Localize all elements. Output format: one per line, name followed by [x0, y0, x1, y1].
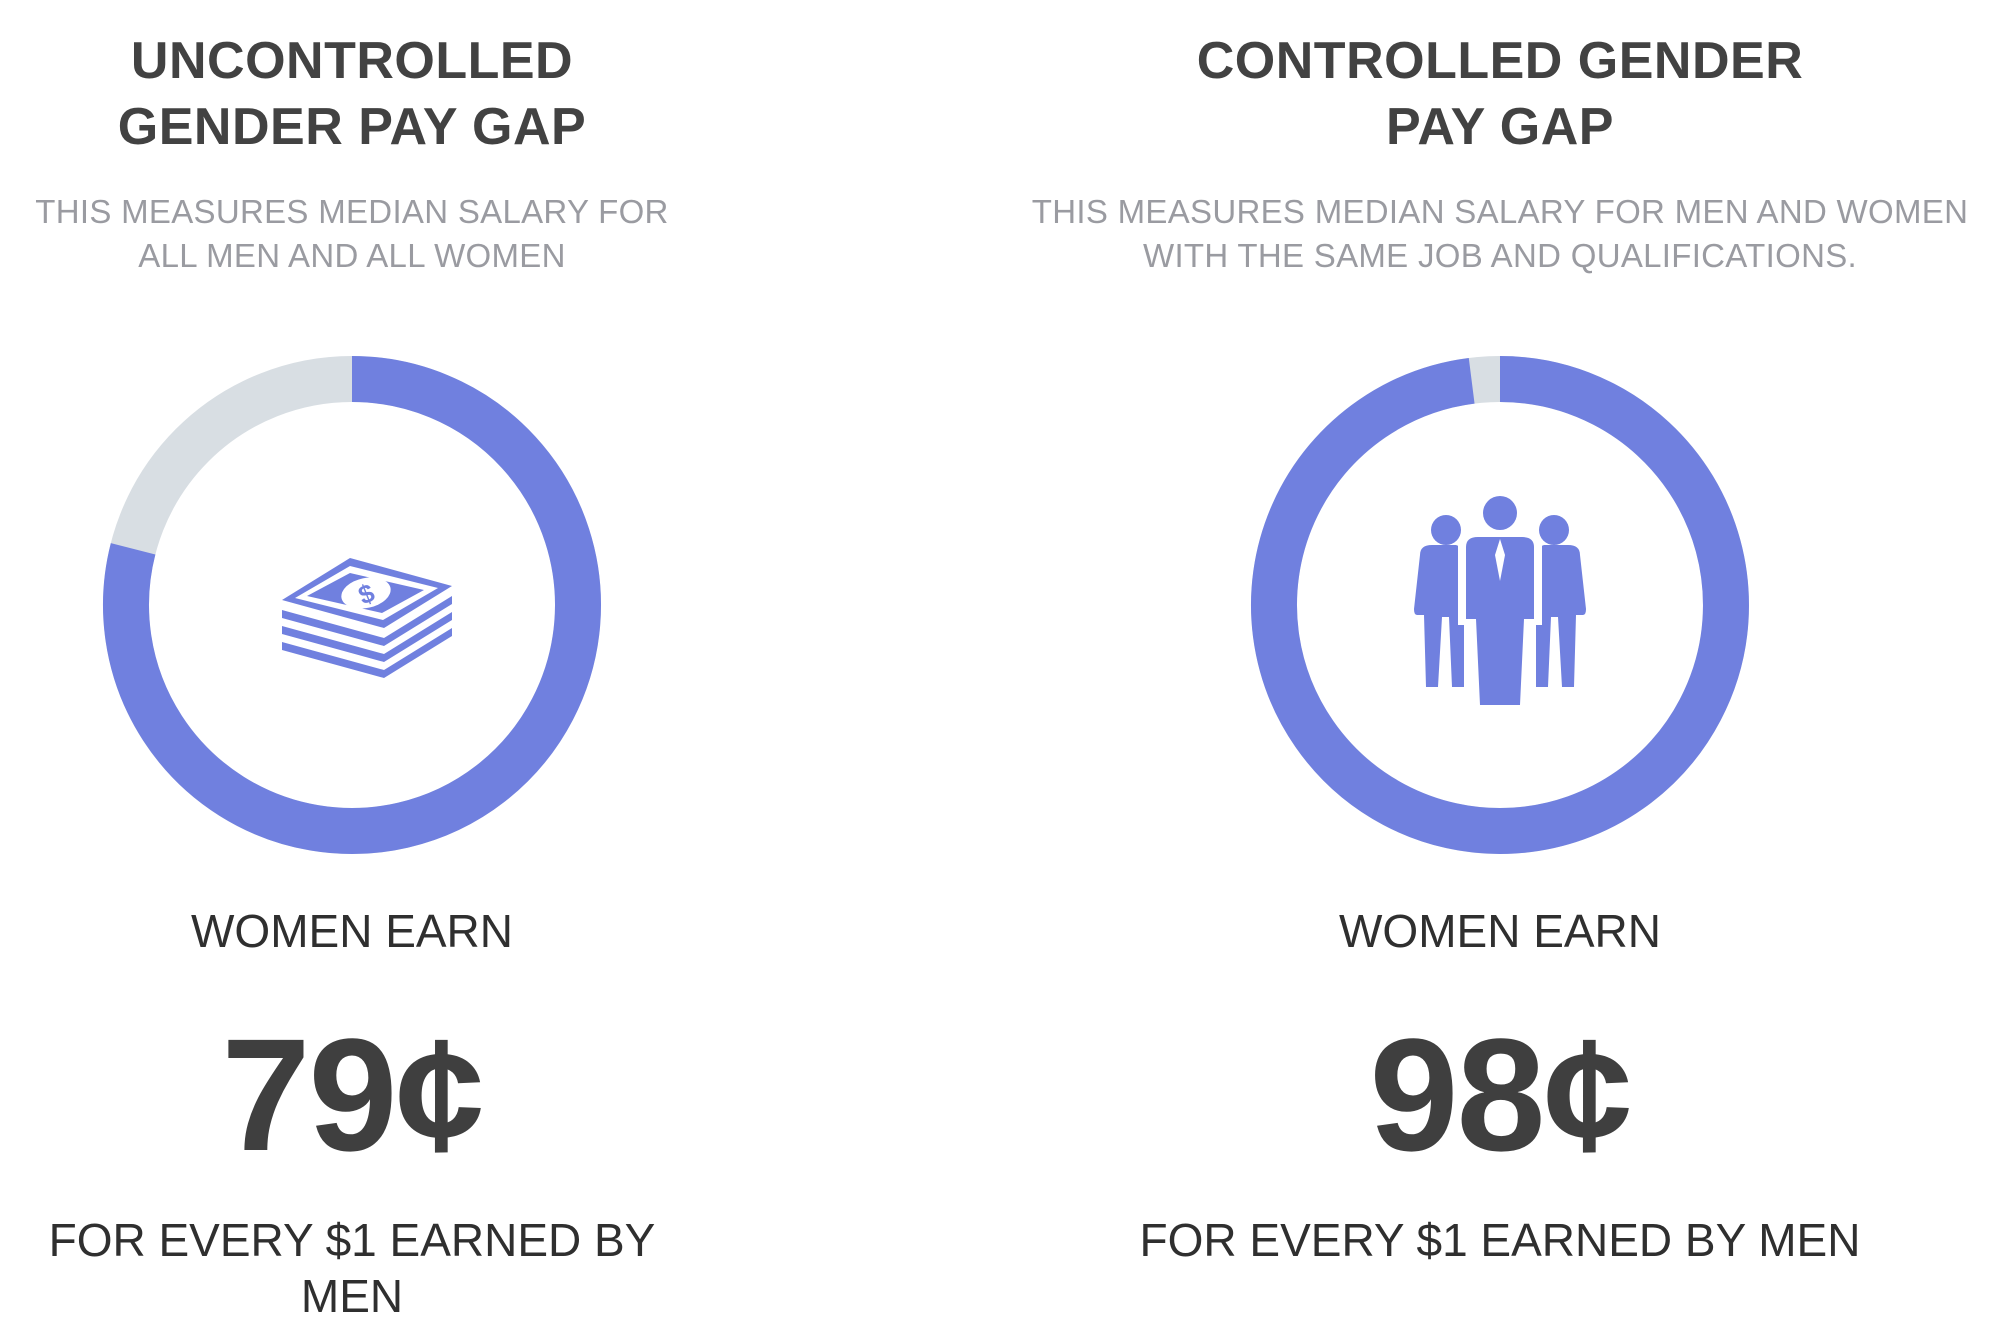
donut-value-arc	[103, 356, 601, 854]
panel-title-line1: UNCONTROLLED	[130, 32, 574, 90]
per-dollar-label: FOR EVERY $1 EARNED BY MEN	[48, 1214, 656, 1322]
controlled-donut-chart	[1251, 356, 1749, 854]
panel-title-line2: PAY GAP	[1386, 98, 1614, 156]
women-earn-label: WOMEN EARN	[1339, 905, 1661, 957]
panel-title-line2: GENDER PAY GAP	[117, 98, 587, 156]
cents-value: 98¢	[1369, 1005, 1633, 1184]
people-group-icon	[1414, 489, 1586, 711]
panel-subtitle-line1: THIS MEASURES MEDIAN SALARY FOR MEN AND …	[1031, 193, 1969, 230]
per-dollar-label: FOR EVERY $1 EARNED BY MEN	[1139, 1214, 1861, 1266]
panel-title-line1: CONTROLLED GENDER	[1196, 32, 1804, 90]
uncontrolled-donut-chart: $	[103, 356, 601, 854]
panel-subtitle-line1: THIS MEASURES MEDIAN SALARY FOR	[35, 193, 669, 230]
money-stack-icon: $	[282, 558, 452, 678]
controlled-pay-gap-panel: CONTROLLED GENDER PAY GAP THIS MEASURES …	[1000, 0, 2000, 1290]
uncontrolled-pay-gap-panel: UNCONTROLLED GENDER PAY GAP THIS MEASURE…	[0, 0, 1000, 1322]
panel-subtitle-line2: ALL MEN AND ALL WOMEN	[138, 237, 566, 274]
panel-subtitle-line2: WITH THE SAME JOB AND QUALIFICATIONS.	[1143, 237, 1857, 274]
women-earn-label: WOMEN EARN	[191, 905, 513, 957]
cents-value: 79¢	[221, 1005, 485, 1184]
donut-value-arc	[1251, 356, 1749, 854]
